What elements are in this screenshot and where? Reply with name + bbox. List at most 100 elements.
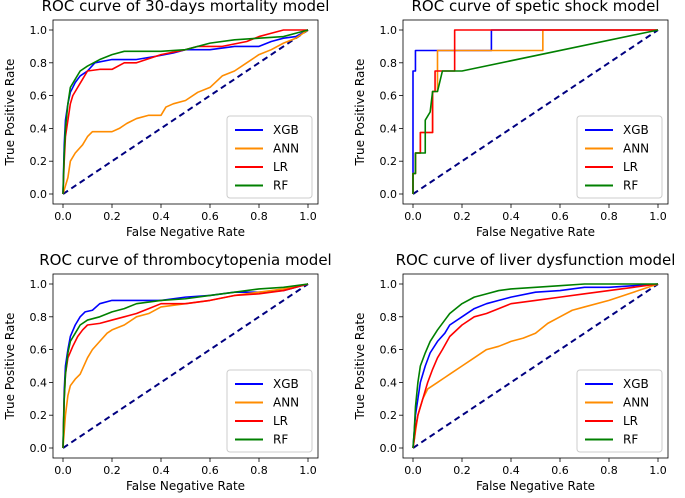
x-axis-label: False Negative Rate xyxy=(476,225,595,239)
chart-panel-3: ROC curve of thrombocytopenia model 0.0 0.… xyxy=(3,251,332,493)
y-tick-label: 0.8 xyxy=(30,57,48,70)
legend-box xyxy=(576,115,663,199)
x-tick-label: 0.0 xyxy=(54,210,72,223)
y-tick-label: 0.4 xyxy=(380,376,398,389)
legend-label-ann: ANN xyxy=(623,396,649,410)
y-tick-label: 0.8 xyxy=(380,311,398,324)
series-line-rf xyxy=(62,29,309,195)
x-tick-label: 0.2 xyxy=(453,210,471,223)
y-tick-label: 0.0 xyxy=(380,188,398,201)
x-tick-label: 0.8 xyxy=(250,464,268,477)
chart-title: ROC curve of spetic shock model xyxy=(411,0,659,15)
y-tick-label: 0.6 xyxy=(30,90,48,103)
x-tick-label: 1.0 xyxy=(299,210,317,223)
x-tick-label: 0.8 xyxy=(250,210,268,223)
y-axis-label: True Positive Rate xyxy=(353,313,367,421)
chart-title: ROC curve of thrombocytopenia model xyxy=(39,251,331,269)
legend-label-xgb: XGB xyxy=(623,377,649,391)
axes-frame xyxy=(52,273,319,459)
y-tick-label: 0.6 xyxy=(30,344,48,357)
legend: XGB ANN LR RF xyxy=(226,369,313,453)
legend-box xyxy=(576,369,663,453)
x-axis-label: False Negative Rate xyxy=(126,479,245,493)
y-tick-label: 0.2 xyxy=(30,409,48,422)
chart-panel-2: ROC curve of spetic shock model 0.0 0.0 0.2… xyxy=(353,0,669,239)
y-tick-label: 0.2 xyxy=(380,155,398,168)
y-tick-label: 0.0 xyxy=(30,188,48,201)
chart-panel-4: ROC curve of liver dysfunction model 0.0 0… xyxy=(353,251,675,493)
x-tick-label: 0.8 xyxy=(600,210,618,223)
x-tick-label: 0.8 xyxy=(600,464,618,477)
x-tick-label: 0.2 xyxy=(103,210,121,223)
legend-label-lr: LR xyxy=(273,414,288,428)
x-tick-label: 0.6 xyxy=(201,464,219,477)
x-tick-label: 1.0 xyxy=(299,464,317,477)
y-tick-label: 0.2 xyxy=(30,155,48,168)
legend: XGB ANN LR RF xyxy=(226,115,313,199)
y-tick-label: 1.0 xyxy=(30,278,48,291)
x-tick-label: 0.4 xyxy=(502,464,520,477)
y-tick-label: 0.2 xyxy=(380,409,398,422)
diagonal-reference-line xyxy=(412,283,659,449)
y-axis-label: True Positive Rate xyxy=(353,59,367,167)
legend-box xyxy=(226,369,313,453)
diagonal-reference-line xyxy=(412,29,659,195)
x-tick-label: 0.4 xyxy=(152,464,170,477)
series-line-rf xyxy=(62,283,309,449)
legend: XGB ANN LR RF xyxy=(576,115,663,199)
legend-label-ann: ANN xyxy=(273,396,299,410)
series-line-ann xyxy=(62,29,309,195)
plot-area xyxy=(412,283,659,449)
plot-area xyxy=(62,29,309,195)
axes-frame xyxy=(52,19,319,205)
x-tick-label: 0.0 xyxy=(404,464,422,477)
series-line-rf xyxy=(412,283,658,449)
x-tick-label: 0.2 xyxy=(453,464,471,477)
x-tick-label: 0.2 xyxy=(103,464,121,477)
legend-label-rf: RF xyxy=(623,433,638,447)
x-tick-label: 0.0 xyxy=(54,464,72,477)
legend-label-ann: ANN xyxy=(273,142,299,156)
diagonal-reference-line xyxy=(62,283,309,449)
legend-box xyxy=(226,115,313,199)
y-tick-label: 0.8 xyxy=(30,311,48,324)
x-tick-label: 0.6 xyxy=(551,210,569,223)
chart-panel-1: ROC curve of 30-days mortality model 0.0 0… xyxy=(3,0,329,239)
legend-label-rf: RF xyxy=(273,179,288,193)
x-tick-label: 0.4 xyxy=(502,210,520,223)
x-tick-label: 1.0 xyxy=(649,464,667,477)
legend-label-rf: RF xyxy=(623,179,638,193)
series-line-rf xyxy=(412,29,659,194)
chart-title: ROC curve of liver dysfunction model xyxy=(396,251,676,269)
plot-area xyxy=(62,283,309,449)
legend-label-xgb: XGB xyxy=(623,123,649,137)
y-tick-label: 0.0 xyxy=(30,442,48,455)
y-tick-label: 1.0 xyxy=(380,278,398,291)
x-axis-label: False Negative Rate xyxy=(126,225,245,239)
axes-frame xyxy=(402,19,669,205)
series-line-lr xyxy=(412,283,659,449)
legend-label-xgb: XGB xyxy=(273,123,299,137)
y-tick-label: 0.6 xyxy=(380,90,398,103)
y-axis-label: True Positive Rate xyxy=(3,313,17,421)
y-tick-label: 1.0 xyxy=(380,24,398,37)
legend-label-lr: LR xyxy=(623,414,638,428)
y-tick-label: 0.4 xyxy=(30,376,48,389)
x-tick-label: 0.0 xyxy=(404,210,422,223)
y-tick-label: 0.8 xyxy=(380,57,398,70)
plot-area xyxy=(412,29,659,195)
legend-label-lr: LR xyxy=(623,160,638,174)
diagonal-reference-line xyxy=(62,29,309,195)
y-tick-label: 0.4 xyxy=(30,122,48,135)
legend-label-xgb: XGB xyxy=(273,377,299,391)
x-tick-label: 0.4 xyxy=(152,210,170,223)
axes-frame xyxy=(402,273,669,459)
x-axis-label: False Negative Rate xyxy=(476,479,595,493)
legend-label-rf: RF xyxy=(273,433,288,447)
legend: XGB ANN LR RF xyxy=(576,369,663,453)
y-axis-label: True Positive Rate xyxy=(3,59,17,167)
series-line-lr xyxy=(62,283,309,449)
y-tick-label: 1.0 xyxy=(30,24,48,37)
y-tick-label: 0.6 xyxy=(380,344,398,357)
